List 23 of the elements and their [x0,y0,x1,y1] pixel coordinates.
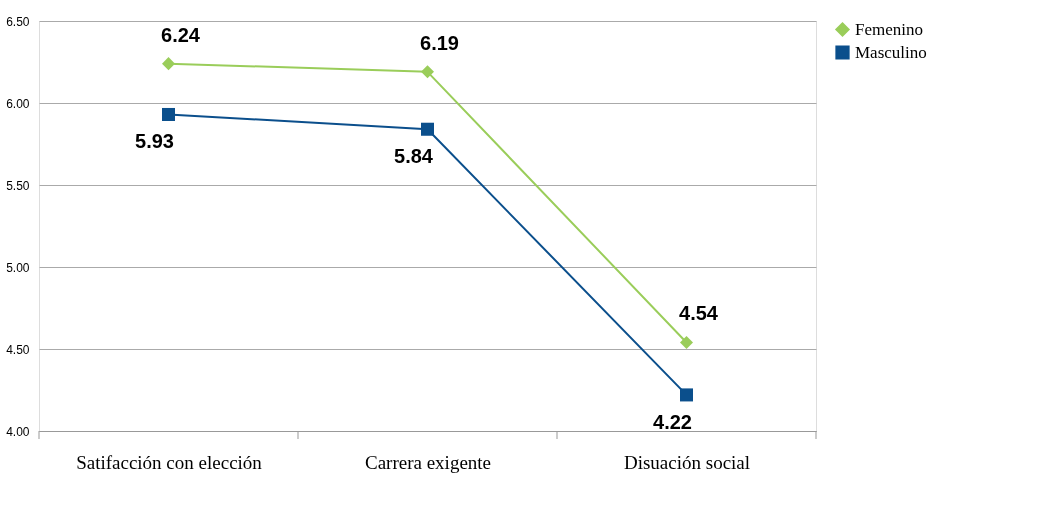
y-tick-label: 5.00 [6,260,30,275]
point [679,335,694,349]
point [161,57,176,71]
y-tick-label: 4.00 [6,424,30,439]
data-label: 6.24 [161,23,201,46]
point [420,122,435,136]
legend-label: Masculino [855,42,927,62]
x-tick-label: Satifacción con elección [76,451,263,473]
data-label: 5.84 [394,145,434,168]
data-label: 5.93 [135,130,174,153]
data-label: 4.54 [679,302,719,325]
y-tick-label: 4.50 [6,342,30,357]
y-tick-label: 6.50 [6,14,30,29]
point [420,65,435,79]
point [679,388,694,402]
data-label: 6.19 [420,31,459,54]
x-tick-label: Carrera exigente [364,451,492,473]
y-tick-label: 6.00 [6,96,30,111]
point [161,107,176,121]
x-tick-label: Disuación social [623,451,751,473]
y-tick-label: 5.50 [6,178,30,193]
data-label: 4.22 [653,410,692,433]
legend-label: Femenino [855,19,923,39]
